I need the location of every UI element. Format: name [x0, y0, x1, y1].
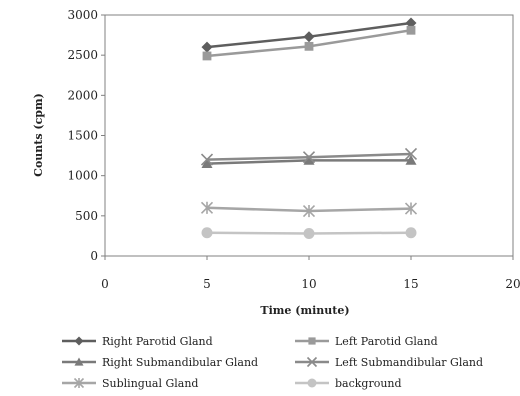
- legend-item: Right Parotid Gland: [62, 335, 213, 348]
- y-tick-label: 1000: [67, 169, 98, 183]
- x-axis-label: Time (minute): [260, 304, 349, 317]
- y-tick-label: 3000: [67, 8, 98, 22]
- legend-marker: [307, 378, 317, 388]
- data-point: [302, 204, 316, 218]
- data-point: [202, 51, 212, 61]
- legend-marker: [306, 356, 318, 368]
- x-tick-label: 20: [505, 277, 520, 291]
- data-point: [201, 227, 213, 239]
- data-point: [303, 228, 315, 240]
- legend-item: background: [295, 377, 402, 390]
- data-point: [304, 41, 314, 51]
- data-point: [302, 151, 316, 164]
- series-right-parotid-gland: [201, 17, 417, 53]
- data-point: [404, 202, 418, 215]
- series-left-parotid-gland: [202, 25, 416, 61]
- y-tick-label: 2000: [67, 88, 98, 102]
- series-sublingual-gland: [200, 201, 418, 218]
- data-point: [405, 17, 417, 29]
- y-tick-label: 2500: [67, 48, 98, 62]
- legend-item: Left Parotid Gland: [295, 335, 438, 348]
- legend-marker: [308, 337, 316, 345]
- y-axis-label: Counts (cpm): [32, 93, 45, 177]
- series-layer: [200, 17, 418, 240]
- plot-area: [104, 14, 514, 257]
- legend-marker: [74, 336, 84, 346]
- data-point: [405, 154, 417, 165]
- legend: Right Parotid Gland Left Parotid Gland Rig…: [62, 335, 483, 390]
- legend-item: Sublingual Gland: [62, 377, 198, 390]
- series-left-submandibular-gland: [200, 147, 418, 166]
- legend-item: Left Submandibular Gland: [295, 356, 483, 369]
- data-point: [200, 153, 214, 166]
- data-point: [405, 227, 417, 239]
- series-background: [201, 227, 417, 240]
- x-tick-label: 10: [301, 277, 316, 291]
- y-axis: 0 500 1000 1500 2000 2500 3000: [67, 8, 105, 263]
- legend-label: Right Parotid Gland: [102, 335, 213, 348]
- data-point: [201, 158, 213, 169]
- data-point: [406, 25, 416, 35]
- data-point: [200, 201, 214, 214]
- y-tick-label: 0: [90, 249, 98, 263]
- legend-marker: [74, 357, 84, 366]
- x-tick-label: 0: [101, 277, 109, 291]
- legend-label: Left Submandibular Gland: [335, 356, 483, 369]
- x-tick-label: 15: [403, 277, 418, 291]
- legend-label: Right Submandibular Gland: [102, 356, 258, 369]
- y-tick-label: 500: [75, 209, 98, 223]
- data-point: [404, 147, 418, 161]
- legend-label: Sublingual Gland: [102, 377, 198, 390]
- data-point: [303, 31, 315, 43]
- x-axis: 0 5 10 15 20: [101, 256, 520, 291]
- data-point: [303, 154, 315, 165]
- y-tick-label: 1500: [67, 129, 98, 143]
- legend-label: Left Parotid Gland: [335, 335, 438, 348]
- x-tick-label: 5: [203, 277, 211, 291]
- series-right-submandibular-gland: [201, 154, 417, 169]
- legend-label: background: [335, 377, 402, 390]
- legend-item: Right Submandibular Gland: [62, 356, 258, 369]
- legend-marker: [73, 377, 85, 389]
- data-point: [201, 41, 213, 53]
